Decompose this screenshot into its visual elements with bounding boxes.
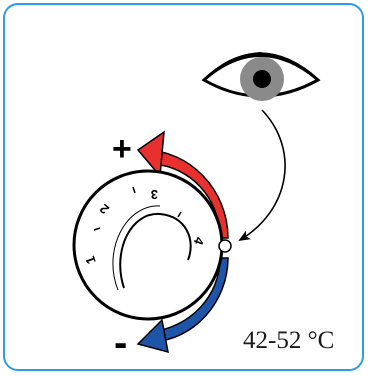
decrease-label: - (114, 321, 127, 365)
setting-indicator (218, 239, 232, 253)
eye-icon (201, 52, 321, 101)
increase-label: + (112, 130, 132, 168)
pointer-arrow-icon (238, 109, 286, 242)
dial-number-1: 1 (82, 254, 99, 266)
temperature-range: 42-52 °C (243, 327, 334, 354)
dial-number-3: 3 (151, 187, 158, 202)
